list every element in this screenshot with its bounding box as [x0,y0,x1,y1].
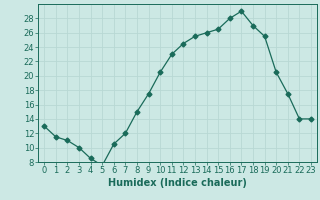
X-axis label: Humidex (Indice chaleur): Humidex (Indice chaleur) [108,178,247,188]
